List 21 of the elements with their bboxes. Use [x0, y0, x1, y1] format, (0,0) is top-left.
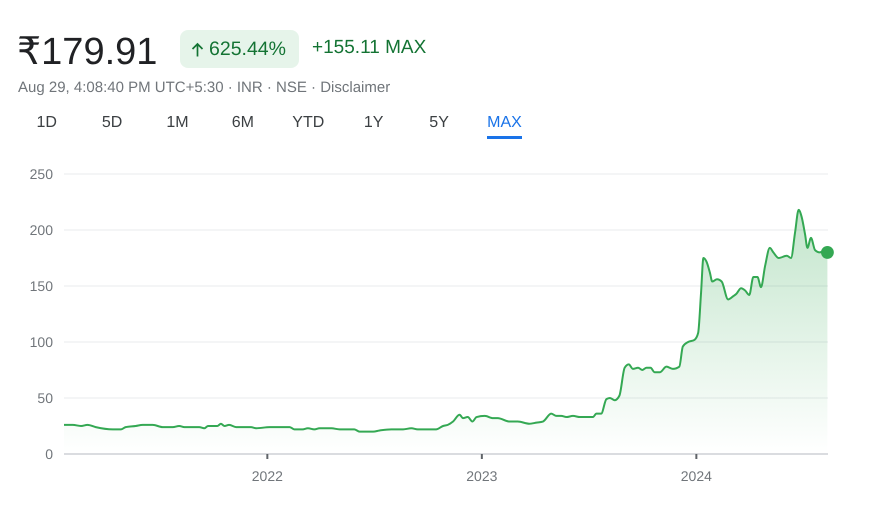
text: 5D — [102, 113, 122, 139]
badge: 625.44% — [180, 30, 299, 68]
text: 5Y — [429, 113, 449, 139]
x-tick-label: 2024 — [680, 468, 712, 484]
chart-title: ₹179.91 — [17, 30, 158, 74]
text: 6M — [232, 113, 254, 139]
y-tick-label: 0 — [45, 446, 54, 462]
text: YTD — [292, 113, 324, 139]
chart-subtitle: Aug 29, 4:08:40 PM UTC+5:30 · INR · NSE · Disclaimer — [18, 79, 390, 97]
text: 1Y — [364, 113, 384, 139]
text: 1M — [166, 113, 189, 139]
y-tick-label: 250 — [30, 166, 54, 182]
y-tick-label: 50 — [37, 390, 54, 406]
text: 1D — [36, 113, 57, 139]
text: +155.11 MAX — [312, 37, 426, 59]
x-tick-label: 2022 — [252, 468, 284, 484]
y-tick-label: 150 — [30, 278, 54, 294]
x-tick-label: 2023 — [466, 468, 498, 484]
y-tick-label: 100 — [30, 334, 54, 350]
text: MAX — [487, 113, 522, 139]
y-tick-label: 200 — [30, 222, 54, 238]
